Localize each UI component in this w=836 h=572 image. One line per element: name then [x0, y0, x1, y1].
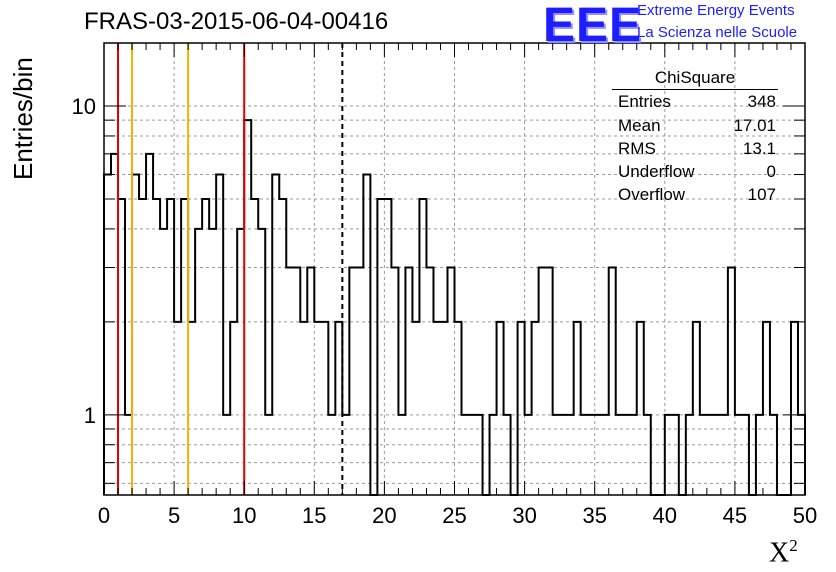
y-axis-title: Entries/bin: [8, 57, 38, 180]
y-tick-label: 1: [84, 403, 96, 428]
histogram-series: [103, 119, 806, 496]
stats-title: ChiSquare: [612, 68, 778, 90]
stats-value: 17.01: [733, 116, 776, 135]
stats-label: Overflow: [618, 185, 686, 204]
logo-subtitle-line2: La Scienza nelle Scuole: [637, 24, 798, 41]
axes: [103, 42, 806, 496]
histogram-outline: [103, 119, 806, 496]
stats-label: RMS: [618, 139, 656, 158]
stats-label: Underflow: [618, 162, 695, 181]
y-tick-label: 10: [72, 94, 96, 119]
stats-label: Mean: [618, 116, 661, 135]
stats-value: 13.1: [742, 139, 776, 158]
marker-lines: [117, 43, 344, 495]
x-tick-label: 0: [98, 503, 110, 528]
x-tick-label: 5: [168, 503, 180, 528]
x-tick-label: 35: [582, 503, 606, 528]
chart-title: FRAS-03-2015-06-04-00416: [84, 8, 389, 35]
eee-logo: EEE: [543, 0, 643, 52]
x-tick-label: 10: [232, 503, 256, 528]
x-tick-label: 40: [653, 503, 677, 528]
x-tick-label: 50: [793, 503, 817, 528]
x-tick-label: 45: [723, 503, 747, 528]
x-axis-title: X2: [769, 536, 798, 569]
tick-labels: 0 5 10 15 20 25 30 35 40 45 50 1 10: [72, 94, 818, 528]
x-tick-label: 25: [442, 503, 466, 528]
logo-subtitle-line1: Extreme Energy Events: [637, 2, 795, 19]
stats-value: 0: [766, 162, 776, 181]
x-tick-label: 15: [302, 503, 326, 528]
x-tick-label: 20: [372, 503, 396, 528]
stats-value: 107: [747, 185, 776, 204]
stats-label: Entries: [618, 92, 671, 111]
x-tick-label: 30: [512, 503, 536, 528]
stats-value: 348: [747, 92, 776, 111]
stats-box: ChiSquare Entries 348 Mean 17.01 RMS 13.…: [612, 68, 778, 208]
